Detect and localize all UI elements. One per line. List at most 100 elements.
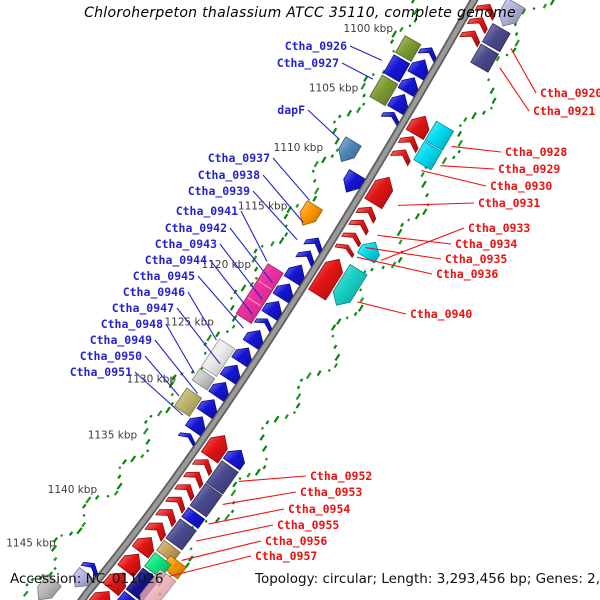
- gene-glyph[interactable]: [343, 169, 366, 193]
- gene-label[interactable]: Ctha_0930: [490, 179, 552, 194]
- gene-glyph[interactable]: [308, 258, 344, 301]
- gene-glyph-Ctha_0942[interactable]: [272, 283, 294, 304]
- gene-glyph-Ctha_0951[interactable]: [184, 416, 206, 437]
- gene-glyph-Ctha_0934[interactable]: [348, 219, 369, 236]
- gene-label[interactable]: Ctha_0956: [265, 534, 327, 549]
- gene-glyph[interactable]: [164, 496, 186, 515]
- gene-glyph[interactable]: [417, 47, 437, 63]
- gene-glyph-Ctha_0927[interactable]: [369, 74, 399, 107]
- gene-glyph[interactable]: [173, 484, 195, 502]
- gene-glyph-Ctha_0943[interactable]: [261, 300, 283, 321]
- gene-glyph[interactable]: [102, 572, 127, 597]
- gene-glyph-Ctha_0936[interactable]: [334, 243, 355, 259]
- gene-glyph-Ctha_0920[interactable]: [481, 23, 511, 53]
- gene-glyph[interactable]: [155, 509, 177, 528]
- gene-glyph[interactable]: [80, 561, 99, 578]
- gene-label[interactable]: Ctha_0948: [101, 317, 163, 332]
- gene-label[interactable]: Ctha_0951: [70, 365, 132, 380]
- gene-label[interactable]: Ctha_0953: [300, 485, 362, 500]
- gene-glyph-Ctha_0929[interactable]: [413, 141, 443, 171]
- gene-glyph-Ctha_0950[interactable]: [173, 387, 203, 417]
- gene-glyph[interactable]: [380, 111, 400, 127]
- gene-label[interactable]: Ctha_0938: [198, 168, 260, 183]
- gene-label[interactable]: Ctha_0949: [90, 333, 152, 348]
- gene-label[interactable]: Ctha_0933: [468, 221, 530, 236]
- gene-label[interactable]: Ctha_0920: [540, 86, 600, 101]
- gene-glyph-Ctha_0948[interactable]: [191, 368, 216, 391]
- gene-label[interactable]: Ctha_0946: [123, 285, 185, 300]
- gene-label[interactable]: Ctha_0931: [478, 196, 540, 211]
- gene-glyph-Ctha_0939[interactable]: [295, 250, 315, 268]
- gene-glyph[interactable]: [139, 568, 177, 600]
- gene-glyph-Ctha_0931[interactable]: [364, 176, 394, 210]
- gene-label[interactable]: Ctha_0940: [410, 307, 472, 322]
- gene-label[interactable]: Ctha_0935: [445, 252, 507, 267]
- gene-label[interactable]: Ctha_0957: [255, 549, 317, 564]
- gene-glyph[interactable]: [498, 0, 526, 27]
- gene-glyph[interactable]: [387, 94, 409, 116]
- gene-glyph-Ctha_0938[interactable]: [303, 237, 323, 255]
- gene-glyph[interactable]: [474, 3, 496, 22]
- gene-glyph[interactable]: [466, 17, 488, 35]
- gene-label[interactable]: Ctha_0950: [80, 349, 142, 364]
- gene-glyph[interactable]: [73, 566, 95, 588]
- gene-glyph-Ctha_0953[interactable]: [189, 483, 223, 518]
- gene-glyph[interactable]: [191, 459, 213, 477]
- gene-label[interactable]: dapF: [277, 103, 305, 117]
- gene-label[interactable]: Ctha_0927: [277, 56, 339, 71]
- gene-label[interactable]: Ctha_0929: [498, 162, 560, 177]
- gene-glyph[interactable]: [196, 399, 218, 420]
- gene-glyph-Ctha_0947[interactable]: [219, 364, 241, 385]
- gene-glyph[interactable]: [131, 537, 155, 559]
- gene-glyph[interactable]: [144, 522, 167, 543]
- gene-label[interactable]: Ctha_0926: [285, 39, 347, 54]
- gene-glyph-Ctha_0954[interactable]: [181, 506, 206, 529]
- gene-glyph[interactable]: [200, 435, 228, 464]
- gene-glyph-Ctha_0935[interactable]: [341, 232, 362, 248]
- gene-label[interactable]: Ctha_0942: [165, 221, 227, 236]
- gene-glyph[interactable]: [222, 449, 246, 471]
- gene-glyph-dapF[interactable]: [338, 136, 362, 163]
- gene-glyph-Ctha_0955[interactable]: [165, 518, 197, 551]
- gene-glyph-Ctha_0940[interactable]: [332, 263, 368, 306]
- gene-glyph[interactable]: [117, 553, 141, 578]
- gene-label[interactable]: Ctha_0934: [455, 237, 517, 252]
- gene-label[interactable]: Ctha_0947: [112, 301, 174, 316]
- gene-label[interactable]: Ctha_0955: [277, 518, 339, 533]
- gene-glyph-Ctha_0945[interactable]: [242, 330, 264, 350]
- gene-glyph[interactable]: [355, 206, 377, 224]
- gene-label[interactable]: Ctha_0937: [208, 151, 270, 166]
- gene-glyph-Ctha_0921[interactable]: [470, 43, 499, 73]
- gene-glyph-Ctha_0944[interactable]: [253, 318, 273, 333]
- gene-label[interactable]: Ctha_0928: [505, 145, 567, 160]
- gene-glyph[interactable]: [37, 574, 62, 600]
- gene-glyph-Ctha_0949[interactable]: [208, 382, 229, 402]
- gene-glyph[interactable]: [459, 30, 481, 48]
- gene-glyph[interactable]: [383, 54, 411, 83]
- gene-glyph-Ctha_0928[interactable]: [424, 120, 455, 152]
- gene-glyph[interactable]: [111, 590, 140, 600]
- gene-glyph[interactable]: [397, 77, 419, 98]
- gene-glyph[interactable]: [283, 264, 305, 286]
- gene-glyph-Ctha_0933[interactable]: [356, 241, 380, 264]
- gene-label[interactable]: Ctha_0936: [436, 267, 498, 282]
- gene-glyph[interactable]: [397, 136, 419, 154]
- gene-glyph[interactable]: [182, 471, 204, 490]
- gene-label[interactable]: Ctha_0943: [155, 237, 217, 252]
- gene-glyph[interactable]: [405, 115, 430, 140]
- gene-label[interactable]: Ctha_0952: [310, 469, 372, 484]
- gene-glyph-Ctha_0926[interactable]: [394, 35, 422, 62]
- gene-glyph-Ctha_0952[interactable]: [205, 460, 239, 495]
- gene-label[interactable]: Ctha_0941: [176, 204, 238, 219]
- gene-glyph[interactable]: [231, 347, 252, 368]
- gene-glyph[interactable]: [87, 591, 111, 600]
- gene-label[interactable]: Ctha_0945: [133, 269, 195, 284]
- gene-label[interactable]: Ctha_0954: [288, 502, 350, 517]
- gene-glyph-Ctha_0930[interactable]: [389, 149, 411, 167]
- gene-label[interactable]: Ctha_0939: [188, 184, 250, 199]
- gene-label[interactable]: Ctha_0921: [533, 104, 595, 119]
- gene-glyph[interactable]: [177, 432, 196, 447]
- gene-glyph-Ctha_0937[interactable]: [299, 200, 324, 226]
- gene-glyph[interactable]: [407, 59, 429, 81]
- gene-label[interactable]: Ctha_0944: [145, 253, 207, 268]
